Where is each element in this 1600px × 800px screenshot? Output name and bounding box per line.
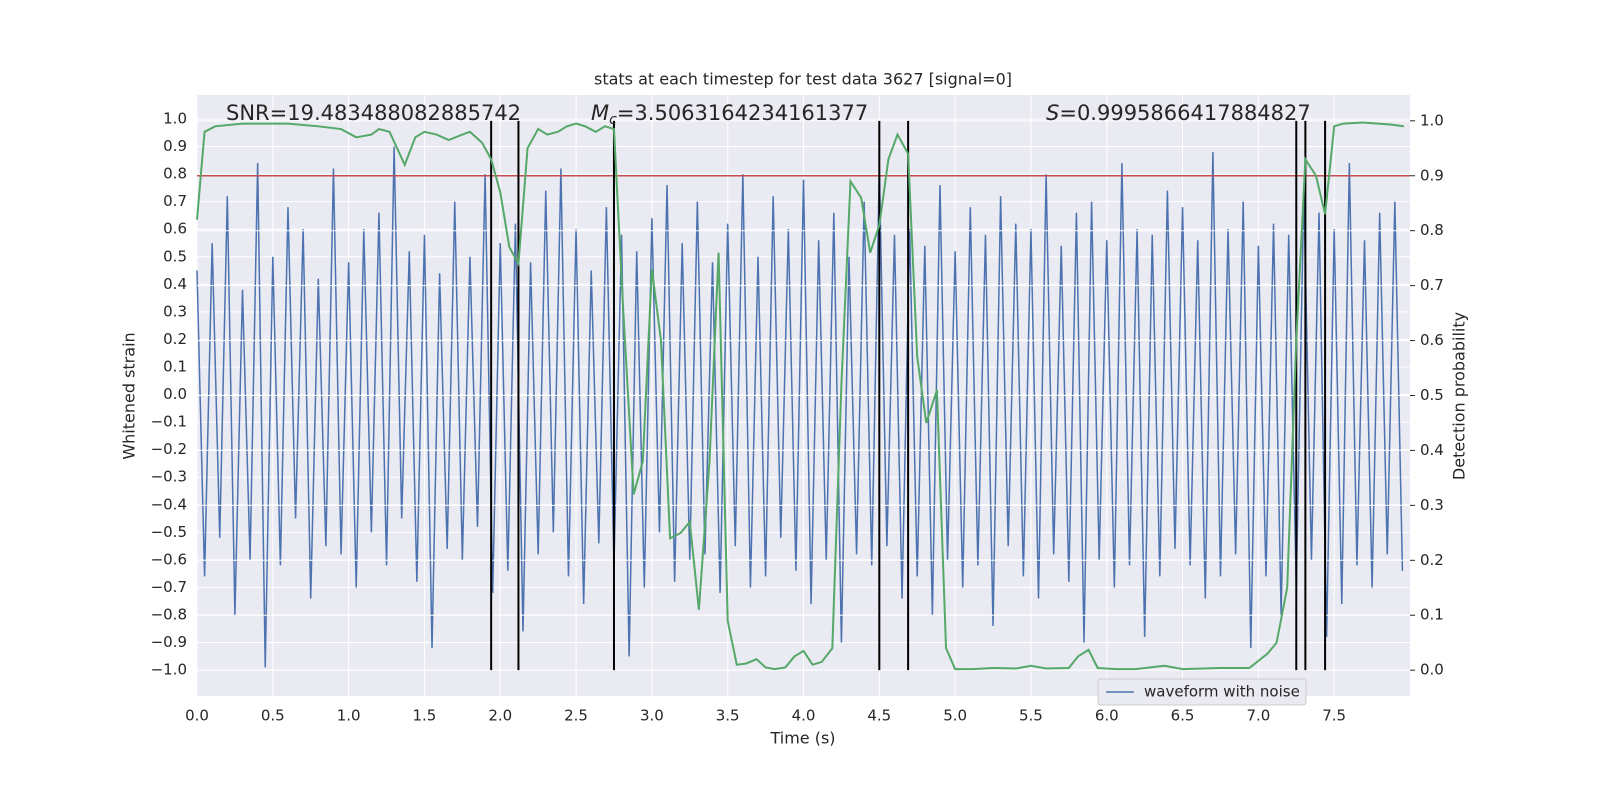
y-tick-label: 0.7 (163, 192, 187, 210)
x-tick-label: 2.5 (564, 707, 588, 725)
y2-tick-label: 0.0 (1420, 661, 1444, 679)
y-tick-label: −0.4 (151, 495, 187, 513)
y2-tick-label: 0.2 (1420, 551, 1444, 569)
y2-axis-label: Detection probability (1450, 312, 1469, 480)
x-tick-label: 0.0 (185, 707, 209, 725)
x-tick-label: 5.5 (1019, 707, 1043, 725)
y-tick-label: 0.1 (163, 357, 187, 375)
y-tick-label: 0.3 (163, 302, 187, 320)
x-tick-label: 3.0 (640, 707, 664, 725)
annotation: SNR=19.483488082885742 (226, 101, 521, 125)
annotation-text: =0.9995866417884827 (1059, 101, 1310, 125)
y2-tick-label: 0.1 (1420, 606, 1444, 624)
annotation-symbol: S (1046, 101, 1059, 125)
y-tick-label: −1.0 (151, 661, 187, 679)
legend-label: waveform with noise (1144, 683, 1300, 701)
waveform-line (196, 146, 1404, 668)
y2-tick-label: 0.9 (1420, 166, 1444, 184)
annotation-text: =3.5063164234161377 (617, 101, 868, 125)
x-tick-label: 4.0 (792, 707, 816, 725)
y-tick-label: −0.9 (151, 633, 187, 651)
x-tick-label: 1.5 (413, 707, 437, 725)
y2-tick-label: 0.7 (1420, 276, 1444, 294)
y-tick-label: 0.4 (163, 275, 187, 293)
x-axis-label: Time (s) (769, 729, 835, 748)
y-tick-label: −0.8 (151, 605, 187, 623)
annotation-text: SNR=19.483488082885742 (226, 101, 521, 125)
y-tick-label: 0.9 (163, 137, 187, 155)
y2-tick-label: 0.3 (1420, 496, 1444, 514)
x-tick-label: 7.0 (1246, 707, 1270, 725)
y-tick-label: 0.2 (163, 330, 187, 348)
y-tick-label: 1.0 (163, 109, 187, 127)
annotation-subscript: c (609, 112, 617, 128)
annotation: Mc=3.5063164234161377 (591, 101, 868, 128)
y2-tick-label: 0.8 (1420, 221, 1444, 239)
y2-tick-label: 0.6 (1420, 331, 1444, 349)
over-layer (196, 120, 1410, 671)
y-tick-label: −0.5 (151, 523, 187, 541)
y-tick-label: 0.8 (163, 165, 187, 183)
x-tick-label: 2.0 (488, 707, 512, 725)
y2-tick-label: 0.5 (1420, 386, 1444, 404)
y-tick-label: −0.2 (151, 440, 187, 458)
y-tick-label: −0.6 (151, 550, 187, 568)
y-tick-label: 0.0 (163, 385, 187, 403)
legend-box (1097, 678, 1307, 706)
x-tick-label: 6.5 (1171, 707, 1195, 725)
x-tick-label: 7.5 (1322, 707, 1346, 725)
x-tick-label: 0.5 (261, 707, 285, 725)
annotation: S=0.9995866417884827 (1046, 101, 1311, 125)
y-axis-label: Whitened strain (120, 332, 139, 459)
y-tick-label: −0.1 (151, 413, 187, 431)
annotation-symbol: M (591, 101, 609, 125)
x-tick-label: 5.0 (943, 707, 967, 725)
y2-tick-label: 1.0 (1420, 111, 1444, 129)
chart-title: stats at each timestep for test data 362… (594, 70, 1012, 89)
y-tick-label: 0.5 (163, 247, 187, 265)
x-tick-label: 3.5 (716, 707, 740, 725)
probability-line (196, 121, 1405, 671)
y2-tick-label: 0.4 (1420, 441, 1444, 459)
y-tick-label: −0.3 (151, 468, 187, 486)
y-tick-label: −0.7 (151, 578, 187, 596)
x-tick-label: 6.0 (1095, 707, 1119, 725)
x-tick-label: 1.0 (337, 707, 361, 725)
y-tick-label: 0.6 (163, 220, 187, 238)
x-tick-label: 4.5 (867, 707, 891, 725)
